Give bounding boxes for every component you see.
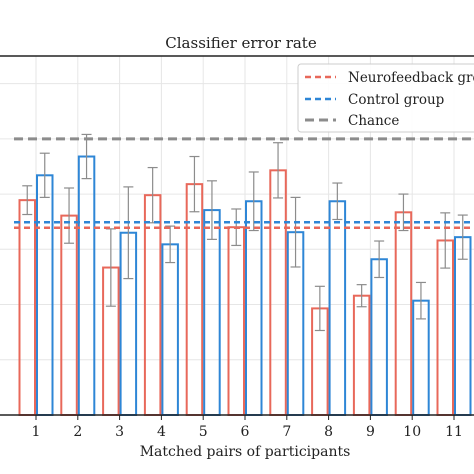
bar-neurofeedback — [60, 214, 78, 416]
bar-control — [454, 236, 472, 416]
bar-control — [328, 200, 347, 416]
reference-lines — [14, 137, 474, 230]
legend-label-chance: Chance — [348, 113, 399, 129]
bar-control — [36, 174, 54, 416]
legend-label-control: Control group — [348, 92, 444, 108]
x-tick-label: 10 — [403, 424, 421, 440]
bar-control — [203, 209, 221, 416]
x-tick-label: 7 — [282, 424, 291, 440]
x-tick-label: 11 — [445, 424, 463, 440]
bar-neurofeedback — [185, 183, 204, 416]
x-tick-label: 4 — [157, 424, 166, 440]
x-axis-label: Matched pairs of participants — [140, 444, 351, 460]
bar-neurofeedback — [269, 169, 287, 416]
chart-title: Classifier error rate — [165, 34, 317, 52]
bar-neurofeedback — [352, 294, 371, 416]
x-tick-label: 1 — [32, 424, 41, 440]
bar-neurofeedback — [227, 226, 245, 416]
x-tick-label: 8 — [324, 424, 333, 440]
error-bars — [22, 133, 468, 332]
legend: Neurofeedback group Control group Chance — [297, 63, 474, 133]
plot-frame — [0, 55, 474, 416]
x-axis-ticks: 1 2 3 4 5 6 7 8 9 10 11 — [32, 415, 463, 440]
x-tick-label: 9 — [366, 424, 375, 440]
x-tick-label: 2 — [73, 424, 82, 440]
bar-control — [245, 200, 263, 416]
bar-control — [77, 155, 96, 417]
bar-control — [370, 258, 388, 416]
x-tick-label: 6 — [241, 424, 250, 440]
x-tick-label: 5 — [199, 424, 208, 440]
bar-neurofeedback — [18, 199, 36, 416]
bar-control — [161, 243, 179, 416]
legend-box — [297, 63, 474, 133]
x-tick-label: 3 — [115, 424, 124, 440]
bar-neurofeedback — [394, 211, 413, 416]
legend-label-neurofeedback: Neurofeedback group — [348, 70, 474, 86]
